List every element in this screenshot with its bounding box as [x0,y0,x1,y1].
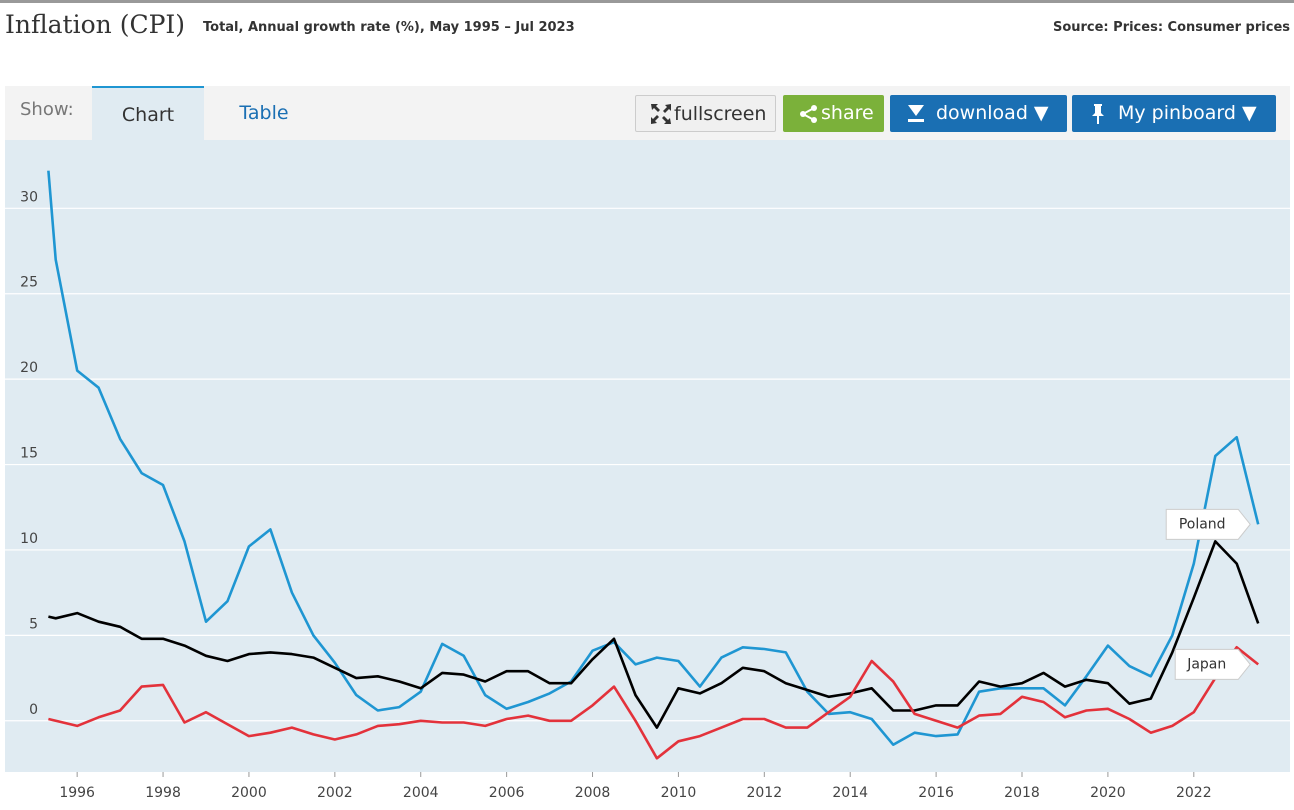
show-label: Show: [20,99,74,120]
x-tick-label: 2008 [575,785,611,801]
subtitle: Total, Annual growth rate (%), May 1995 … [203,20,575,35]
series-line [47,170,1260,746]
series-line [48,646,1260,760]
y-tick-label: 5 [29,616,38,632]
source: Source: Prices: Consumer prices [1052,20,1290,35]
callout-label: Poland [1179,516,1226,532]
x-tick-label: 2006 [489,785,525,801]
pinboard-text: My pinboard ▼ [1118,102,1257,124]
y-tick-label: 10 [20,531,38,547]
x-tick-label: 2002 [317,785,353,801]
share-button[interactable]: share [783,95,884,132]
series-line [48,540,1260,729]
x-tick-label: 1998 [145,785,181,801]
y-tick-label: 15 [20,446,38,462]
y-tick-label: 30 [20,189,38,205]
x-tick-label: 2020 [1090,785,1126,801]
download-icon [908,105,924,122]
x-tick-label: 2016 [918,785,954,801]
x-tick-label: 1996 [59,785,95,801]
share-icon [800,105,817,123]
x-tick-label: 2014 [832,785,868,801]
download-text: download ▼ [936,102,1049,124]
callout-box [1165,508,1251,540]
fullscreen-text: fullscreen [674,103,767,125]
plot-background [5,140,1290,772]
x-tick-label: 2022 [1176,785,1212,801]
y-tick-label: 0 [29,702,38,718]
x-tick-label: 2004 [403,785,439,801]
callout-box [1174,648,1251,680]
x-tick-label: 2000 [231,785,267,801]
x-tick-label: 2018 [1004,785,1040,801]
top-rule [0,0,1294,3]
tab-chart[interactable]: Chart [92,86,204,140]
download-button[interactable]: download ▼ [890,95,1067,132]
y-tick-label: 20 [20,360,38,376]
share-text: share [821,102,874,124]
x-tick-label: 2010 [661,785,697,801]
fullscreen-icon [651,104,671,124]
title: Inflation (CPI) [5,10,186,39]
x-tick-label: 2012 [746,785,782,801]
pinboard-button[interactable]: My pinboard ▼ [1072,95,1276,132]
y-tick-label: 25 [20,275,38,291]
pin-icon [1092,104,1104,124]
callout-label: Japan [1186,656,1226,672]
tab-table[interactable]: Table [239,102,289,124]
fullscreen-button[interactable]: fullscreen [635,95,776,132]
